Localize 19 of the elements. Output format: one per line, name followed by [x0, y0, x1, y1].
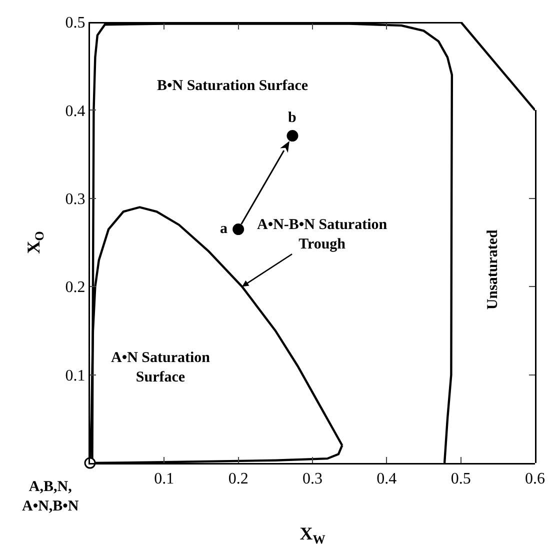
y-tick-label: 0.5 [65, 14, 86, 32]
x-tick-label: 0.3 [302, 470, 322, 488]
x-tick-label: 0.5 [450, 470, 471, 488]
x-tick-label: 0.2 [228, 470, 248, 488]
x-tick-label: 0.4 [376, 470, 397, 488]
x-tick-label: 0.6 [525, 470, 545, 488]
x-axis-title: X$_{W}$ [300, 524, 326, 546]
annotation: A•N-B•N Saturation Trough [257, 217, 388, 252]
y-tick-label: 0.1 [65, 367, 86, 384]
annotation: A,B,N, A•N,B•N [22, 479, 79, 514]
annotation: B•N Saturation Surface [157, 78, 308, 94]
x-tick-label: 0.1 [154, 470, 174, 488]
annotation: A•N Saturation Surface [111, 350, 211, 386]
y-tick-label: 0.3 [65, 191, 86, 208]
annotation: a [220, 221, 228, 237]
annotation: Unsaturated [484, 229, 501, 310]
annotation: b [288, 110, 296, 126]
y-tick-label: 0.2 [65, 279, 86, 296]
y-tick-label: 0.4 [65, 102, 86, 120]
